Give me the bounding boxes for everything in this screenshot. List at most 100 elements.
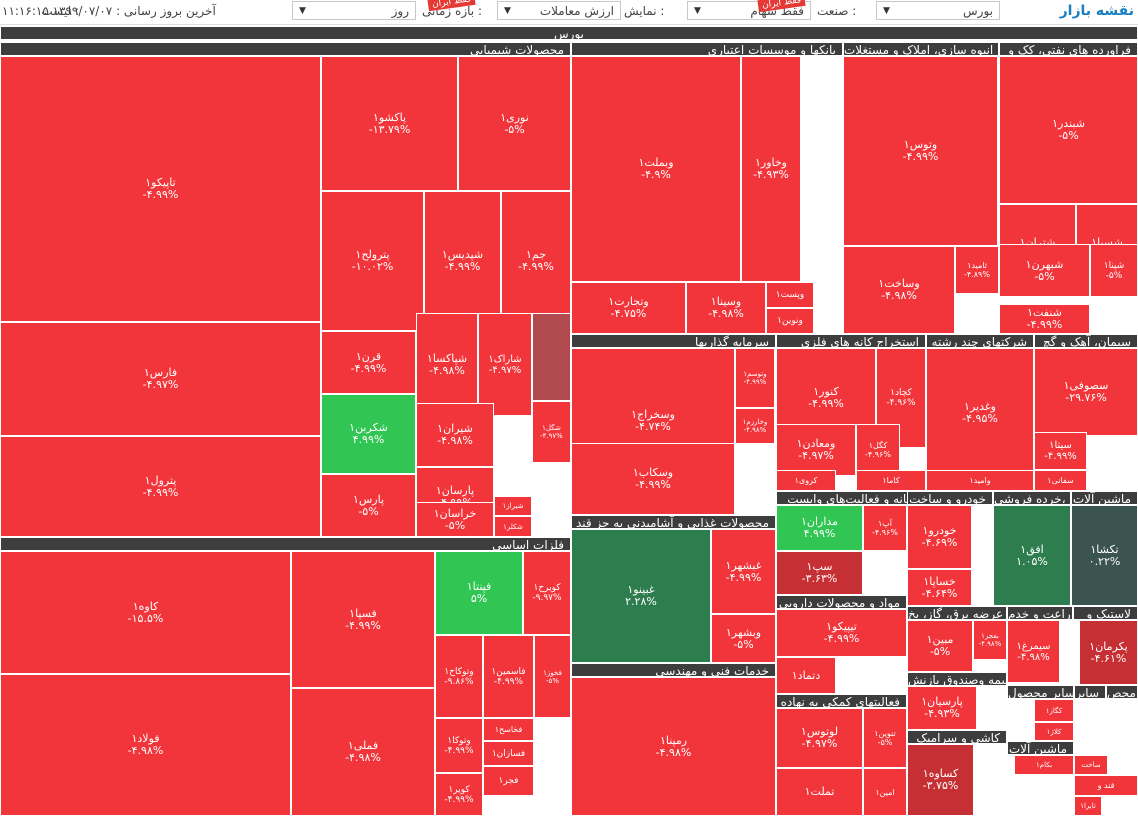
- stock-tile[interactable]: وتجارت۱ -۴.۷۵%: [571, 282, 686, 334]
- stock-tile[interactable]: سیمرغ۱ -۴.۹۸%: [1007, 620, 1060, 683]
- stock-tile[interactable]: فاسمین۱ -۴.۹۹%: [483, 635, 534, 718]
- stock-tile[interactable]: مداران۱ ۴.۹۹%: [776, 505, 863, 551]
- stock-tile[interactable]: ومعادن۱ -۴.۹۷%: [776, 424, 856, 476]
- sector-header[interactable]: رایانه و فعالیت‌های وابست: [776, 491, 926, 505]
- stock-tile[interactable]: کساوه۱ -۳.۷۵%: [907, 744, 974, 816]
- stock-tile[interactable]: پارس۱ -۵%: [321, 474, 416, 537]
- stock-tile[interactable]: فخاسح۱: [483, 718, 534, 741]
- stock-tile[interactable]: [532, 313, 571, 401]
- stock-tile[interactable]: تنوین۱ -۵%: [863, 708, 907, 768]
- stock-tile[interactable]: پارسیان۱ -۴.۹۳%: [907, 686, 977, 730]
- sector-header[interactable]: سایر محصول: [1007, 685, 1074, 699]
- stock-tile[interactable]: وتوکا۱ -۴.۹۹%: [435, 718, 483, 773]
- sector-header[interactable]: خدمات فنی و مهندسی: [571, 663, 776, 677]
- sector-header[interactable]: ماشین آلات: [1007, 741, 1074, 755]
- stock-tile[interactable]: فولاد۱ -۴.۹۸%: [0, 674, 291, 816]
- period-select[interactable]: ▼ روز: [292, 1, 416, 20]
- stock-tile[interactable]: وپست۱: [766, 282, 814, 308]
- stock-tile[interactable]: شپنا۱ -۵%: [1090, 244, 1138, 297]
- stock-tile[interactable]: پترول۱ -۴.۹۹%: [0, 436, 321, 537]
- stock-tile[interactable]: فملی۱ -۴.۹۸%: [291, 688, 435, 816]
- stock-tile[interactable]: شنفت۱ -۴.۹۹%: [999, 304, 1090, 334]
- sector-header[interactable]: بیمه وصندوق بازنش: [907, 672, 1007, 686]
- sector-header[interactable]: محصولات شیمیایی: [0, 42, 571, 56]
- stock-tile[interactable]: فپنتا۱ ۵%: [435, 551, 523, 635]
- sector-header[interactable]: فعالیتهای کمکی به نهاده: [776, 694, 907, 708]
- stock-tile[interactable]: سپ۱ -۳.۶۳%: [776, 551, 863, 595]
- stock-tile[interactable]: شاراک۱ -۴.۹۷%: [478, 313, 532, 416]
- sector-header[interactable]: مواد و محصولات دارویی: [776, 595, 907, 609]
- sector-header[interactable]: انبوه سازی، املاک و مستغلات: [843, 42, 999, 56]
- stock-tile[interactable]: جم۱ -۴.۹۹%: [501, 191, 571, 331]
- stock-tile[interactable]: سصوفی۱ -۲۹.۷۶%: [1034, 348, 1138, 436]
- sector-header[interactable]: استخراج کانه های فلزی: [776, 334, 926, 348]
- stock-tile[interactable]: کویرح۱ -۹.۹۷%: [523, 551, 571, 635]
- stock-tile[interactable]: غبشهر۱ -۴.۹۹%: [711, 529, 776, 614]
- stock-tile[interactable]: پترولح۱ -۱۰.۰۲%: [321, 191, 424, 331]
- stock-tile[interactable]: کگل۱ -۴.۹۶%: [856, 424, 900, 476]
- stock-tile[interactable]: شگل۱ -۴.۹۷%: [532, 401, 571, 463]
- stock-tile[interactable]: وتوسم۱ -۴.۹۹%: [735, 348, 775, 408]
- stock-tile[interactable]: سفانی۱: [1034, 470, 1087, 491]
- stock-tile[interactable]: رمپنا۱ -۴.۹۸%: [571, 677, 776, 816]
- stock-tile[interactable]: قرن۱ -۴.۹۹%: [321, 331, 416, 394]
- stock-tile[interactable]: کروی۱: [776, 470, 836, 491]
- sector-header[interactable]: سایر: [1074, 685, 1106, 699]
- brand-logo[interactable]: نقشه بازار: [1059, 3, 1134, 19]
- sector-header[interactable]: خودرو و ساخت: [907, 491, 993, 505]
- stock-tile[interactable]: شیران۱ -۴.۹۸%: [416, 403, 494, 467]
- sector-header[interactable]: شرکتهای چند رشته: [926, 334, 1034, 348]
- stock-tile[interactable]: مبین۱ -۵%: [907, 620, 973, 672]
- sector-header[interactable]: ماشین آلات: [1071, 491, 1138, 505]
- stock-tile[interactable]: شبندر۱ -۵%: [999, 56, 1138, 204]
- list-select[interactable]: ▼ بورس: [876, 1, 1000, 20]
- stock-tile[interactable]: وسینا۱ -۴.۹۸%: [686, 282, 766, 334]
- stock-tile[interactable]: خراسان۱ -۵%: [416, 502, 494, 537]
- stock-tile[interactable]: ونوین۱: [766, 308, 814, 334]
- sector-header[interactable]: فلزات اساسی: [0, 537, 571, 551]
- stock-tile[interactable]: دتماد۱: [776, 657, 836, 694]
- stock-tile[interactable]: سیتا۱ -۴.۹۹%: [1034, 432, 1087, 470]
- stock-tile[interactable]: شبهرن۱ -۵%: [999, 244, 1090, 297]
- stock-tile[interactable]: امین۱: [863, 768, 907, 816]
- stock-tile[interactable]: پاکشو۱ -۱۳.۷۹%: [321, 56, 458, 191]
- stock-tile[interactable]: وخاور۱ -۴.۹۳%: [741, 56, 801, 282]
- stock-tile[interactable]: خساپا۱ -۴.۶۴%: [907, 569, 972, 606]
- sector-header[interactable]: عرضه برق، گاز، بخ: [907, 606, 1007, 620]
- sector-header[interactable]: زراعت و خدم: [1007, 606, 1073, 620]
- stock-tile[interactable]: شکربن۱ ۴.۹۹%: [321, 394, 416, 474]
- stock-tile[interactable]: خودرو۱ -۴.۶۹%: [907, 505, 972, 569]
- stock-tile[interactable]: وسکاب۱ -۴.۹۹%: [571, 443, 735, 515]
- stock-tile[interactable]: نوری۱ -۵%: [458, 56, 571, 191]
- stock-tile[interactable]: لوتوس۱ -۴.۹۷%: [776, 708, 863, 768]
- stock-tile[interactable]: وامید۱: [926, 470, 1034, 491]
- sector-header[interactable]: محصولات غذایی و آشامیدنی به جز قند: [571, 515, 776, 529]
- sector-header[interactable]: سیمان، آهک و گچ: [1034, 334, 1138, 348]
- stock-tile[interactable]: افق۱ ۱.۰۵%: [993, 505, 1071, 606]
- stock-tile[interactable]: بکام۱: [1014, 755, 1074, 775]
- stock-tile[interactable]: ثامید۱ -۴.۸۹%: [955, 246, 999, 294]
- sector-header[interactable]: لاستیک و: [1073, 606, 1138, 620]
- sector-header[interactable]: خرده فروشی،: [993, 491, 1071, 505]
- stock-tile[interactable]: وساخت۱ -۴.۹۸%: [843, 246, 955, 334]
- stock-tile[interactable]: وبشهر۱ -۵%: [711, 614, 776, 663]
- stock-tile[interactable]: فخوز۱ -۵%: [534, 635, 571, 718]
- stock-tile[interactable]: شپدیس۱ -۴.۹۹%: [424, 191, 501, 331]
- stock-tile[interactable]: فارس۱ -۴.۹۷%: [0, 322, 321, 436]
- stock-tile[interactable]: فسپا۱ -۴.۹۹%: [291, 551, 435, 688]
- stock-tile[interactable]: وبملت۱ -۴.۹%: [571, 56, 741, 282]
- stock-tile[interactable]: تاپیکو۱ -۴.۹۹%: [0, 56, 321, 322]
- stock-tile[interactable]: کاما۱: [856, 470, 926, 491]
- stock-tile[interactable]: ساخت: [1074, 755, 1108, 775]
- stock-tile[interactable]: وتوکاح۱ -۹.۸۶%: [435, 635, 483, 718]
- sector-header[interactable]: فراورده های نفتی، کک و: [999, 42, 1138, 56]
- stock-tile[interactable]: غبینو۱ ۲.۲۸%: [571, 529, 711, 663]
- stock-tile[interactable]: کاوه۱ -۱۵.۵%: [0, 551, 291, 674]
- stock-tile[interactable]: قند و: [1074, 775, 1138, 796]
- stock-tile[interactable]: تایرا۱: [1074, 796, 1102, 816]
- stock-tile[interactable]: وتوس۱ -۴.۹۹%: [843, 56, 998, 246]
- show-select[interactable]: ▼ ارزش معاملات: [497, 1, 621, 20]
- stock-tile[interactable]: کلاژ۱: [1034, 722, 1074, 741]
- stock-tile[interactable]: پکرمان۱ -۴.۶۱%: [1079, 620, 1138, 685]
- stock-tile[interactable]: شیراز۱: [494, 496, 532, 516]
